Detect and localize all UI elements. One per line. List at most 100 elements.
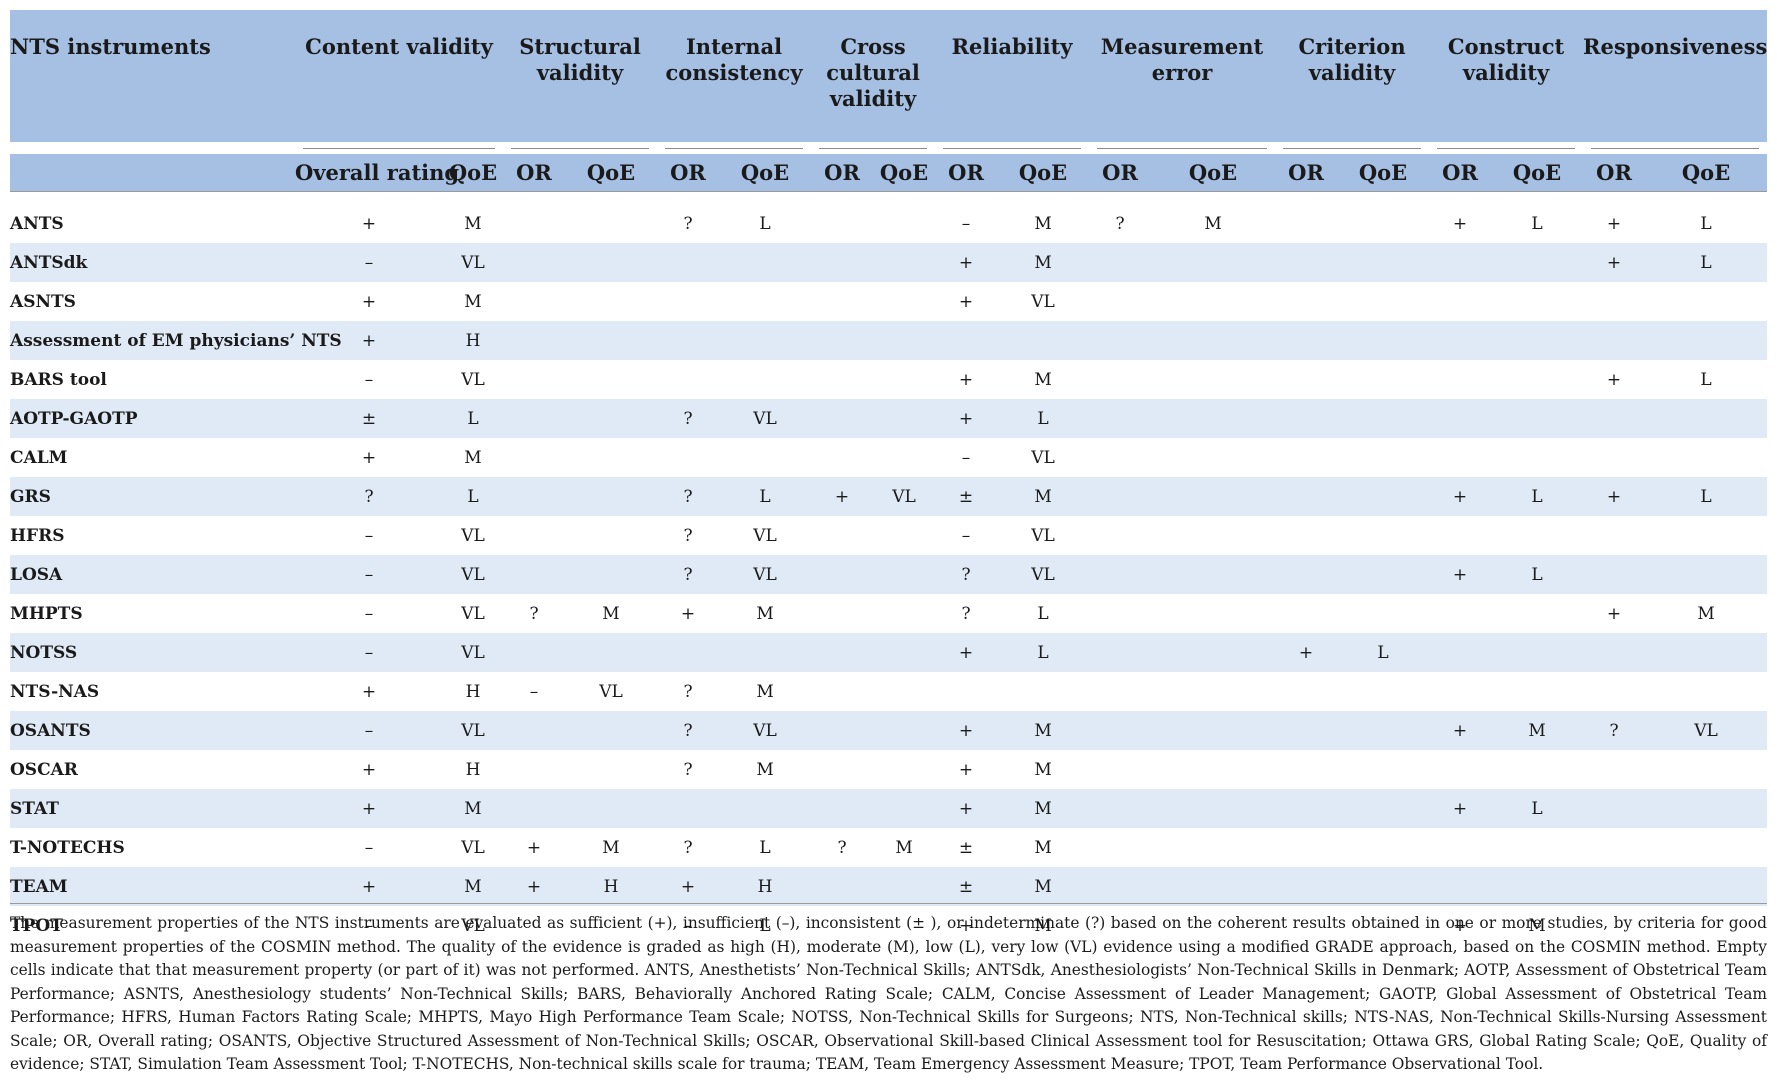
rating-cell bbox=[1645, 633, 1768, 672]
sub-header-cell: QoE bbox=[1645, 154, 1768, 192]
rating-cell bbox=[1645, 555, 1768, 594]
rating-cell: ? bbox=[657, 477, 720, 516]
rating-cell: + bbox=[1429, 477, 1492, 516]
rating-cell: + bbox=[361, 681, 377, 702]
rating-cell: + bbox=[958, 915, 974, 936]
rating-cell bbox=[565, 399, 658, 438]
rating-cell bbox=[1645, 438, 1767, 477]
rating-cell: M bbox=[997, 867, 1090, 906]
rating-cell: ± bbox=[958, 837, 974, 858]
rating-cell: M bbox=[997, 477, 1090, 516]
rating-cell bbox=[657, 282, 719, 321]
rating-cell bbox=[1429, 594, 1491, 633]
rating-cell: M bbox=[1528, 915, 1546, 936]
rating-cell: + bbox=[361, 213, 377, 234]
nts-instruments-table: NTS instruments Content validity Structu… bbox=[10, 10, 1767, 945]
rating-cell bbox=[1151, 516, 1275, 555]
rating-cell bbox=[1337, 204, 1429, 243]
rating-cell bbox=[1583, 516, 1645, 555]
rating-cell: + bbox=[526, 837, 542, 858]
rating-cell: + bbox=[935, 633, 998, 672]
rating-cell bbox=[1089, 672, 1151, 711]
rating-cell bbox=[1089, 360, 1151, 399]
table-row: ANTS + M? L – M? M + L + L bbox=[10, 204, 1767, 243]
rating-cell bbox=[503, 360, 565, 399]
rating-cell: M bbox=[1034, 915, 1052, 936]
rating-cell bbox=[503, 438, 565, 477]
sub-header-cell: OR bbox=[1583, 154, 1646, 192]
rating-cell bbox=[811, 594, 873, 633]
group-rule bbox=[657, 142, 812, 154]
rating-cell: – bbox=[364, 369, 374, 390]
rating-cell: L bbox=[1645, 243, 1768, 282]
table-row: OSCAR + H? M + M bbox=[10, 750, 1767, 789]
rating-cell bbox=[657, 321, 720, 360]
table-row: TEAM + M + H + H ± M bbox=[10, 867, 1768, 906]
rating-cell: VL bbox=[719, 399, 812, 438]
rating-cell bbox=[1337, 867, 1430, 906]
rating-cell: ? bbox=[657, 711, 720, 750]
rating-cell bbox=[1089, 321, 1152, 360]
rating-cell: M bbox=[756, 759, 774, 780]
rating-cell: ? bbox=[961, 603, 971, 624]
rating-cell bbox=[935, 321, 998, 360]
rating-cell bbox=[811, 750, 873, 789]
rating-cell: ? bbox=[1583, 711, 1646, 750]
rating-cell: L bbox=[759, 213, 771, 234]
rating-cell: L bbox=[1700, 213, 1712, 234]
rating-cell bbox=[503, 789, 566, 828]
rating-cell bbox=[1583, 867, 1646, 906]
rating-cell: M bbox=[443, 867, 504, 906]
rating-cell bbox=[503, 282, 565, 321]
rating-cell: M bbox=[1697, 603, 1715, 624]
rating-cell bbox=[1337, 516, 1429, 555]
rating-cell bbox=[1583, 789, 1646, 828]
rating-cell: – bbox=[295, 711, 443, 750]
rating-cell: ± bbox=[295, 399, 443, 438]
group-separator-row bbox=[10, 142, 1768, 154]
rating-cell bbox=[873, 789, 936, 828]
rating-cell: M bbox=[443, 789, 504, 828]
rating-cell: + bbox=[935, 243, 998, 282]
rating-cell bbox=[719, 438, 811, 477]
rating-cell: – bbox=[295, 555, 443, 594]
rating-cell: M bbox=[1034, 369, 1052, 390]
rating-cell bbox=[1089, 282, 1151, 321]
table-row: ASNTS + M + VL bbox=[10, 282, 1767, 321]
sub-header-cell: OR bbox=[811, 154, 874, 192]
rating-cell bbox=[1089, 867, 1152, 906]
rating-cell: M bbox=[756, 681, 774, 702]
sub-header-cell: Overall rating bbox=[295, 154, 459, 192]
rating-cell bbox=[1151, 282, 1275, 321]
rating-cell bbox=[873, 672, 935, 711]
rating-cell: + bbox=[657, 867, 720, 906]
rating-cell bbox=[1275, 204, 1337, 243]
rating-cell bbox=[565, 204, 657, 243]
rating-cell bbox=[1089, 516, 1151, 555]
instrument-name: ASNTS bbox=[10, 291, 76, 312]
rating-cell bbox=[503, 477, 566, 516]
rating-cell bbox=[1275, 321, 1338, 360]
rating-cell bbox=[1491, 399, 1584, 438]
rating-cell bbox=[1089, 828, 1151, 867]
rating-cell bbox=[1491, 672, 1583, 711]
rating-cell bbox=[811, 282, 873, 321]
rating-cell bbox=[1089, 399, 1152, 438]
rating-cell: ? bbox=[1115, 213, 1125, 234]
rating-cell bbox=[1151, 789, 1276, 828]
rating-cell: ? bbox=[683, 681, 693, 702]
table-row: MHPTS – VL? M + M? L + M bbox=[10, 594, 1767, 633]
rating-cell: VL bbox=[443, 555, 504, 594]
rating-cell bbox=[1337, 243, 1430, 282]
rating-cell: L bbox=[719, 477, 812, 516]
table-body: ANTS + M? L – M? M + L + L ANTSdk – VL + M + L ASNTS + M + VL A… bbox=[10, 204, 1768, 945]
sub-header-cell: QoE bbox=[719, 154, 812, 192]
rating-cell: VL bbox=[461, 525, 485, 546]
rating-cell bbox=[503, 399, 566, 438]
rating-cell bbox=[811, 672, 873, 711]
rating-cell bbox=[811, 204, 873, 243]
table-row: AOTP-GAOTP ± L? VL + L bbox=[10, 399, 1768, 438]
table-row: OSANTS – VL? VL + M + M? VL bbox=[10, 711, 1768, 750]
table-row: HFRS – VL? VL – VL bbox=[10, 516, 1767, 555]
rating-cell bbox=[1491, 828, 1583, 867]
